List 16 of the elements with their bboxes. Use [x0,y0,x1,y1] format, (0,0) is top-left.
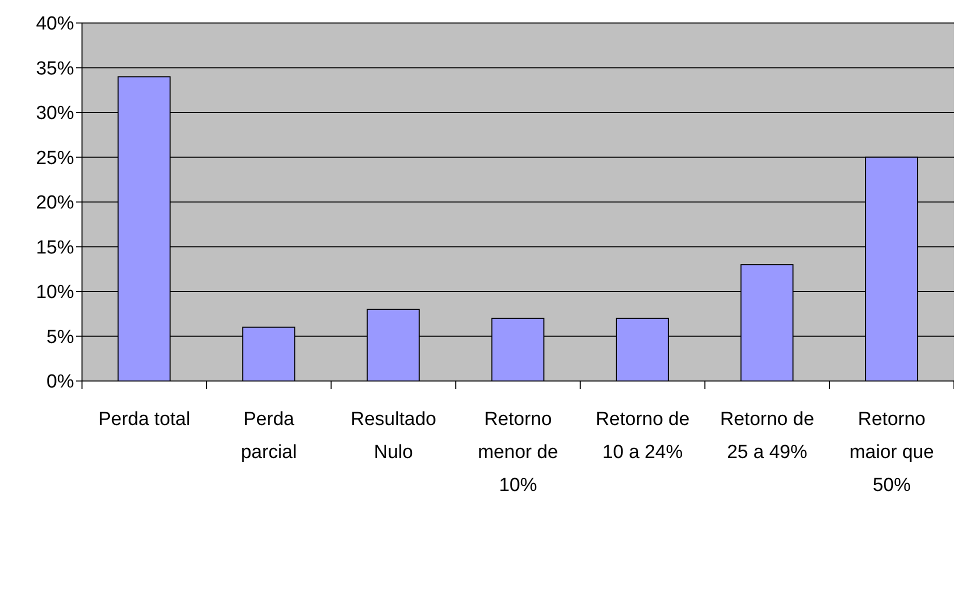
y-tick-label: 20% [36,192,74,214]
y-tick-label: 10% [36,282,74,304]
y-tick-label: 15% [36,237,74,258]
x-tick-label: Retorno menor de 10% [478,409,558,496]
y-tick-label: 5% [46,326,74,348]
y-tick-label: 30% [36,103,74,124]
y-tick-label: 40% [36,14,74,35]
y-tick-label: 0% [46,372,74,393]
y-tick-label: 35% [36,58,74,80]
x-tick-label: Perda total [98,409,190,430]
x-tick-label: Retorno de 25 a 49% [720,409,814,463]
x-tick-label: Retorno maior que 50% [849,409,934,496]
x-tick-label: Retorno de 10 a 24% [596,409,690,463]
x-tick-label: Resultado Nulo [350,409,436,463]
y-tick-label: 25% [36,148,74,169]
x-tick-label: Perda parcial [240,409,297,463]
